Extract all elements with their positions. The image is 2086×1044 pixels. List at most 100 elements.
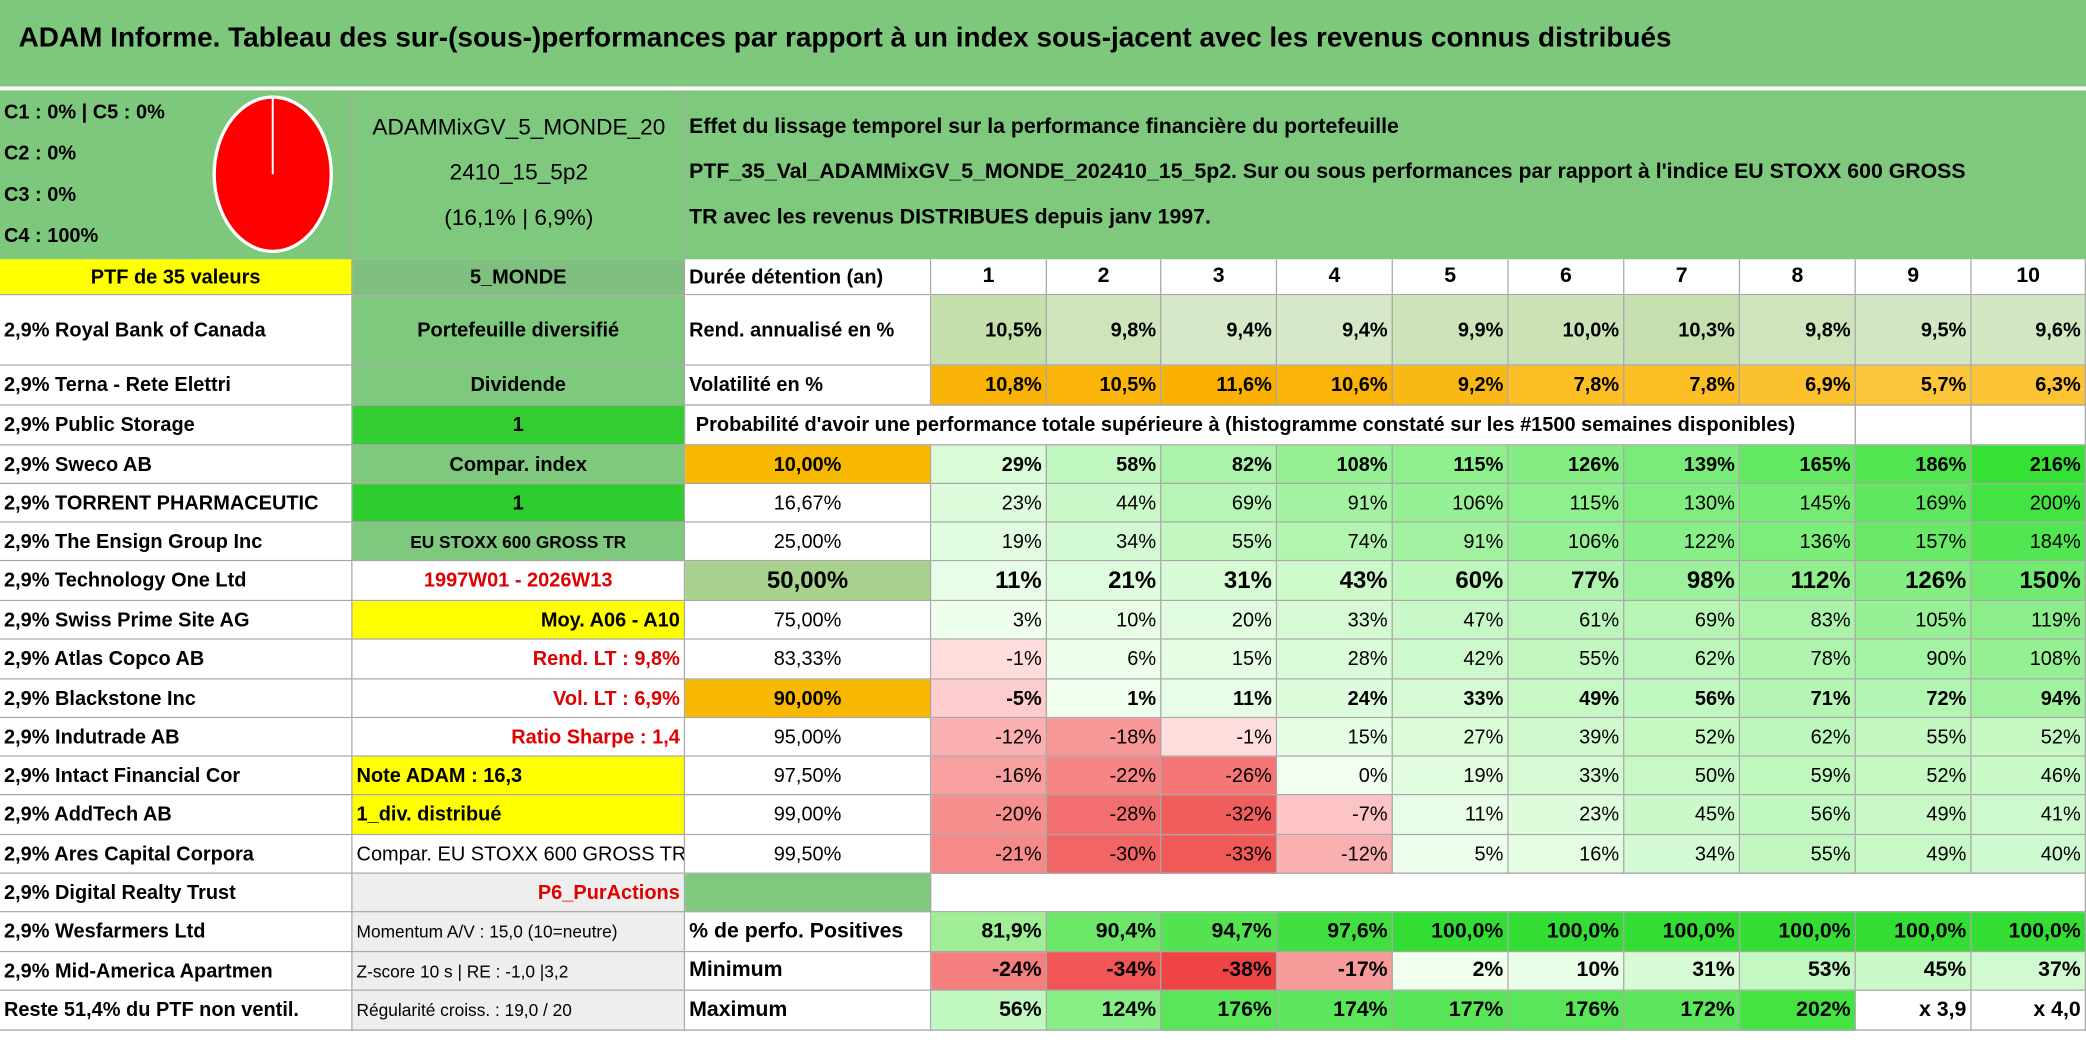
value-cell: 40% — [1971, 835, 2086, 874]
value-cell: 71% — [1740, 679, 1856, 719]
value-cell: 108% — [1971, 639, 2086, 680]
value-cell: 23% — [931, 484, 1048, 523]
value-cell: 62% — [1624, 639, 1741, 680]
value-cell: 45% — [1855, 952, 1972, 991]
value-cell: -30% — [1047, 835, 1162, 874]
value-cell: 62% — [1740, 718, 1856, 757]
value-cell: 78% — [1740, 639, 1856, 680]
duration-header: 3 — [1161, 259, 1278, 296]
holding: 2,9% The Ensign Group Inc — [0, 522, 353, 562]
description: TR avec les revenus DISTRIBUES depuis ja… — [689, 206, 1211, 229]
value-cell: 2% — [1392, 952, 1509, 991]
value-cell: 216% — [1971, 445, 2086, 485]
value-cell: 91% — [1392, 522, 1509, 562]
value-cell: 91% — [1277, 484, 1393, 523]
holding: 2,9% Digital Realty Trust — [0, 873, 353, 913]
value-cell: 33% — [1392, 679, 1509, 719]
value-cell: 52% — [1855, 756, 1972, 796]
holding: 2,9% Public Storage — [0, 405, 353, 446]
holding: 2,9% AddTech AB — [0, 795, 353, 836]
value-cell: 58% — [1047, 445, 1162, 485]
value-cell: 100,0% — [1740, 912, 1856, 953]
duration-header: 7 — [1624, 259, 1741, 296]
value-cell: 61% — [1508, 601, 1625, 640]
info-cell: 1 — [352, 405, 686, 446]
info-cell: Rend. LT : 9,8% — [352, 639, 686, 680]
holding: 2,9% Intact Financial Cor — [0, 756, 353, 796]
value-cell: -12% — [1277, 835, 1393, 874]
label-cell: Minimum — [685, 952, 932, 991]
value-cell: -32% — [1161, 795, 1278, 836]
value-cell: 45% — [1624, 795, 1741, 836]
value-cell: -33% — [1161, 835, 1278, 874]
value-cell: 69% — [1161, 484, 1278, 523]
portfolio-name: 2410_15_5p2 — [449, 159, 589, 185]
holding: PTF de 35 valeurs — [0, 259, 353, 296]
value-cell: 52% — [1971, 718, 2086, 757]
value-cell: 100,0% — [1624, 912, 1741, 953]
value-cell: 72% — [1855, 679, 1972, 719]
blank — [931, 873, 2086, 913]
holding: 2,9% Technology One Ltd — [0, 561, 353, 602]
value-cell: 11% — [1392, 795, 1509, 836]
value-cell: 3% — [931, 601, 1048, 640]
label-cell: 25,00% — [685, 522, 932, 562]
value-cell: 21% — [1047, 561, 1162, 602]
value-cell: 176% — [1508, 990, 1625, 1031]
value-cell: 31% — [1161, 561, 1278, 602]
value-cell: 52% — [1624, 718, 1741, 757]
info-cell: Compar. index — [352, 445, 686, 485]
value-cell: x 4,0 — [1971, 990, 2086, 1031]
value-cell: 186% — [1855, 445, 1972, 485]
duration-header: 9 — [1855, 259, 1972, 296]
duration-header: 8 — [1740, 259, 1856, 296]
info-cell: Note ADAM : 16,3 — [352, 756, 686, 796]
holding: 2,9% Blackstone Inc — [0, 679, 353, 719]
holding: 2,9% Swiss Prime Site AG — [0, 601, 353, 640]
value-cell: 83% — [1740, 601, 1856, 640]
value-cell: 9,4% — [1161, 295, 1278, 366]
value-cell: 124% — [1047, 990, 1162, 1031]
value-cell: 41% — [1971, 795, 2086, 836]
value-cell: -5% — [931, 679, 1048, 719]
value-cell: 174% — [1277, 990, 1393, 1031]
description-panel — [685, 90, 2086, 260]
value-cell: 106% — [1392, 484, 1509, 523]
value-cell: -22% — [1047, 756, 1162, 796]
description: PTF_35_Val_ADAMMixGV_5_MONDE_202410_15_5… — [689, 160, 1966, 184]
value-cell: 115% — [1508, 484, 1625, 523]
value-cell: 15% — [1277, 718, 1393, 757]
holding: 2,9% Atlas Copco AB — [0, 639, 353, 680]
value-cell: 74% — [1277, 522, 1393, 562]
label-cell: Rend. annualisé en % — [685, 295, 932, 366]
section-header: Probabilité d'avoir une performance tota… — [685, 405, 1856, 446]
pie-legend: C1 : 0% | C5 : 0% — [3, 101, 165, 124]
label-cell: % de perfo. Positives — [685, 912, 932, 953]
value-cell: 126% — [1855, 561, 1972, 602]
value-cell: 9,8% — [1740, 295, 1856, 366]
value-cell: 46% — [1971, 756, 2086, 796]
label-cell: Volatilité en % — [685, 365, 932, 406]
value-cell: 5% — [1392, 835, 1509, 874]
pie-legend: C2 : 0% — [3, 142, 77, 165]
info-cell: P6_PurActions — [352, 873, 686, 913]
info-cell: Compar. EU STOXX 600 GROSS TR — [352, 835, 686, 874]
value-cell: 10,3% — [1624, 295, 1741, 366]
label-cell: 50,00% — [685, 561, 932, 602]
value-cell: 200% — [1971, 484, 2086, 523]
value-cell: 126% — [1508, 445, 1625, 485]
value-cell: 43% — [1277, 561, 1393, 602]
info-cell: Régularité croiss. : 19,0 / 20 — [352, 990, 686, 1031]
value-cell: 100,0% — [1971, 912, 2086, 953]
value-cell: 7,8% — [1624, 365, 1741, 406]
value-cell: 10% — [1508, 952, 1625, 991]
value-cell: 24% — [1277, 679, 1393, 719]
value-cell: -24% — [931, 952, 1048, 991]
value-cell: 56% — [931, 990, 1048, 1031]
value-cell: 9,2% — [1392, 365, 1509, 406]
holding: 2,9% Mid-America Apartmen — [0, 952, 353, 991]
value-cell: 33% — [1277, 601, 1393, 640]
value-cell: 10,6% — [1277, 365, 1393, 406]
value-cell: 19% — [1392, 756, 1509, 796]
